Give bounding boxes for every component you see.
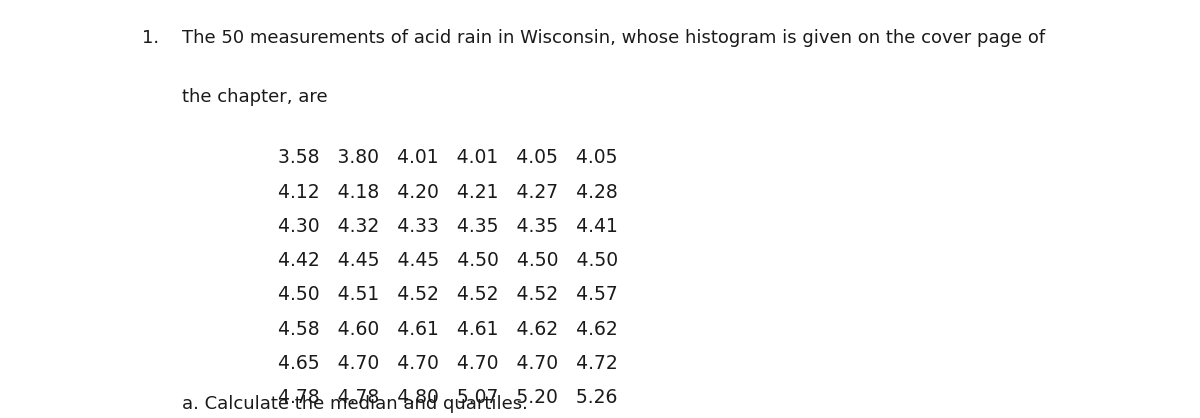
Text: 4.30   4.32   4.33   4.35   4.35   4.41: 4.30 4.32 4.33 4.35 4.35 4.41 <box>278 217 618 236</box>
Text: 3.58   3.80   4.01   4.01   4.05   4.05: 3.58 3.80 4.01 4.01 4.05 4.05 <box>278 148 618 167</box>
Text: 4.12   4.18   4.20   4.21   4.27   4.28: 4.12 4.18 4.20 4.21 4.27 4.28 <box>278 183 618 201</box>
Text: 4.78   4.78   4.80   5.07   5.20   5.26: 4.78 4.78 4.80 5.07 5.20 5.26 <box>278 388 618 407</box>
Text: 4.42   4.45   4.45   4.50   4.50   4.50: 4.42 4.45 4.45 4.50 4.50 4.50 <box>278 251 618 270</box>
Text: a. Calculate the median and quartiles.: a. Calculate the median and quartiles. <box>182 395 528 413</box>
Text: The 50 measurements of acid rain in Wisconsin, whose histogram is given on the c: The 50 measurements of acid rain in Wisc… <box>182 29 1045 47</box>
Text: 4.50   4.51   4.52   4.52   4.52   4.57: 4.50 4.51 4.52 4.52 4.52 4.57 <box>278 285 618 304</box>
Text: 4.58   4.60   4.61   4.61   4.62   4.62: 4.58 4.60 4.61 4.61 4.62 4.62 <box>278 320 618 339</box>
Text: the chapter, are: the chapter, are <box>182 88 328 106</box>
Text: 4.65   4.70   4.70   4.70   4.70   4.72: 4.65 4.70 4.70 4.70 4.70 4.72 <box>278 354 618 373</box>
Text: 1.: 1. <box>142 29 158 47</box>
